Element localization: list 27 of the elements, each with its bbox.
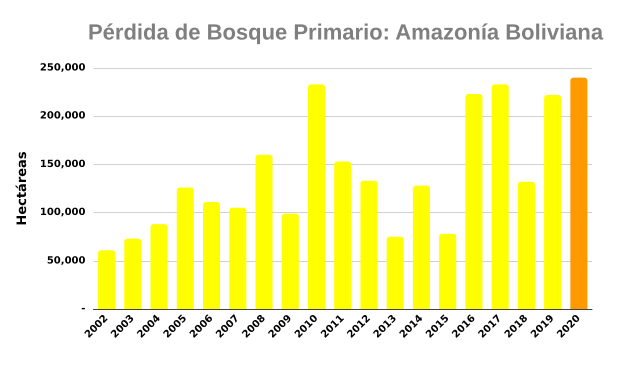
bar bbox=[334, 162, 352, 309]
y-tick-label: - bbox=[81, 304, 86, 314]
bar bbox=[412, 186, 430, 309]
y-tick-label: 250,000 bbox=[40, 62, 86, 74]
bar bbox=[360, 180, 378, 309]
y-tick-label: 50,000 bbox=[46, 255, 86, 266]
bar bbox=[176, 188, 194, 309]
bar bbox=[518, 182, 535, 309]
bar bbox=[465, 94, 482, 309]
bar bbox=[439, 234, 456, 309]
bar bbox=[124, 238, 142, 309]
bar bbox=[308, 84, 326, 309]
bar bbox=[150, 224, 168, 309]
bar bbox=[386, 236, 404, 309]
bar bbox=[282, 214, 299, 309]
bar bbox=[98, 250, 116, 309]
y-tick-label: 100,000 bbox=[40, 207, 86, 218]
bar bbox=[570, 78, 588, 309]
y-tick-label: 200,000 bbox=[40, 110, 86, 122]
bar bbox=[544, 94, 562, 309]
y-axis-title: Hectáreas bbox=[15, 151, 30, 226]
bar bbox=[229, 208, 246, 309]
bar bbox=[255, 154, 273, 309]
bar bbox=[202, 202, 220, 309]
bar bbox=[492, 84, 509, 309]
chart-title: Pérdida de Bosque Primario: Amazonía Boliviana bbox=[88, 20, 604, 44]
y-tick-label: 150,000 bbox=[40, 158, 86, 170]
